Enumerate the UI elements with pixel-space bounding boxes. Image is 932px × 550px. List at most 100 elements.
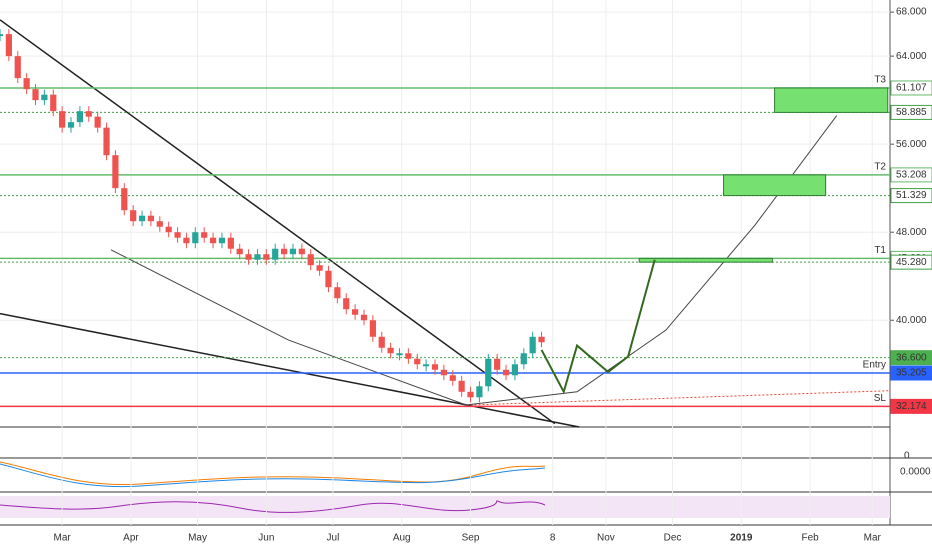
level-tag <box>890 350 932 366</box>
candle <box>59 111 66 128</box>
candle <box>174 232 181 238</box>
candle <box>183 237 190 244</box>
candle <box>263 254 270 260</box>
candle <box>94 116 101 128</box>
level-label: 58.885 <box>896 107 927 118</box>
y-tick-label: 48.000 <box>896 227 927 238</box>
rsi-band <box>0 496 890 518</box>
x-tick-label: May <box>188 533 207 544</box>
candle <box>209 237 217 244</box>
signal-line <box>0 463 546 488</box>
candle <box>467 391 474 398</box>
candle <box>387 347 394 354</box>
candle <box>165 226 172 233</box>
cup-curve <box>110 115 838 406</box>
candle <box>218 237 226 244</box>
x-tick-label: Mar <box>54 533 72 544</box>
level-label: 36.600 <box>896 352 927 363</box>
macd-line <box>0 461 546 486</box>
y-tick-label: 40.000 <box>896 315 927 326</box>
candle <box>272 248 279 260</box>
candle <box>5 34 12 57</box>
level-name: T3 <box>874 75 886 86</box>
candle <box>192 232 199 244</box>
candle <box>201 232 208 238</box>
candle <box>396 353 403 356</box>
x-tick-label: Mar <box>864 533 882 544</box>
candle <box>476 386 483 398</box>
candle <box>130 210 137 222</box>
target-box <box>638 257 773 263</box>
candle <box>103 127 110 156</box>
candle <box>280 248 288 255</box>
level-tag <box>890 254 932 270</box>
level-name: T2 <box>874 162 886 173</box>
x-tick-label: Jun <box>258 533 274 544</box>
candle <box>289 248 297 255</box>
trendline <box>0 19 556 425</box>
candle <box>485 358 492 387</box>
candle <box>440 369 447 376</box>
candle <box>494 358 501 370</box>
candle <box>138 215 146 222</box>
level-tag <box>890 104 932 120</box>
candle <box>76 111 84 123</box>
x-tick-label: Aug <box>393 533 411 544</box>
x-tick-label: Sep <box>462 533 480 544</box>
candle <box>449 375 456 381</box>
level-label: 51.329 <box>896 190 927 201</box>
candle <box>14 56 21 79</box>
candle <box>307 254 314 266</box>
candle <box>41 94 48 101</box>
level-tag <box>890 365 932 381</box>
candle <box>147 215 155 222</box>
level-name: Entry <box>863 360 886 371</box>
candle <box>352 309 359 315</box>
rsi-line <box>0 500 546 513</box>
candle <box>156 221 163 227</box>
volume-axis-label: 0 <box>904 451 910 462</box>
x-tick-label: Feb <box>801 533 819 544</box>
candle <box>50 94 57 112</box>
candle <box>325 270 332 288</box>
level-label: 45.280 <box>896 257 927 268</box>
x-tick-label: 8 <box>550 533 556 544</box>
y-tick-label: 68.000 <box>896 7 927 18</box>
level-label: 61.107 <box>896 83 927 94</box>
candle <box>458 380 465 392</box>
trendline <box>0 312 580 428</box>
candle <box>334 287 341 299</box>
candle <box>112 155 119 189</box>
level-name: T1 <box>874 245 886 256</box>
y-tick-label: 64.000 <box>896 51 927 62</box>
candle <box>23 78 30 90</box>
macd-axis-label: 0.0000 <box>900 467 931 478</box>
level-tag <box>890 167 932 183</box>
candle <box>236 248 243 255</box>
candle <box>227 237 234 249</box>
x-tick-label: Jul <box>327 533 340 544</box>
candle <box>298 248 305 255</box>
candle <box>85 111 92 117</box>
candle <box>360 314 368 321</box>
candle <box>67 122 75 128</box>
level-tag <box>890 188 932 204</box>
target-box <box>723 174 827 197</box>
candle <box>316 265 323 271</box>
candle <box>423 364 430 367</box>
candle <box>32 89 39 101</box>
candle <box>431 364 439 370</box>
x-tick-label: 2019 <box>730 533 753 544</box>
candle <box>502 369 510 376</box>
candle <box>538 336 545 343</box>
candle <box>405 353 412 359</box>
candle <box>245 254 252 260</box>
candle <box>414 358 421 365</box>
level-label: 32.174 <box>896 401 927 412</box>
projection-path <box>540 259 656 395</box>
x-tick-label: Nov <box>597 533 615 544</box>
level-tag <box>890 398 932 414</box>
candle <box>511 364 519 376</box>
